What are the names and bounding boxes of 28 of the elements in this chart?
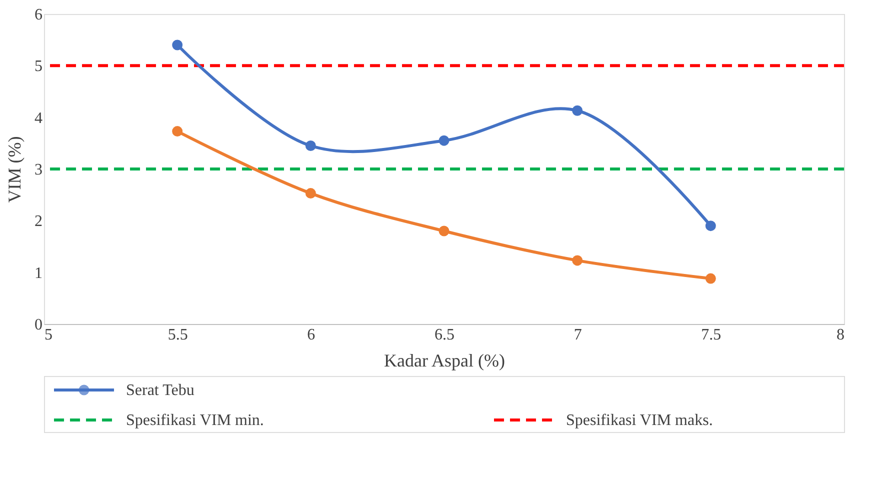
x-tick-label: 8	[836, 326, 844, 344]
point	[705, 273, 716, 284]
point	[305, 140, 316, 151]
y-tick-label: 4	[34, 110, 42, 127]
x-axis-title: Kadar Aspal (%)	[384, 350, 505, 370]
y-tick-label: 2	[34, 213, 42, 230]
legend-label: Spesifikasi VIM maks.	[566, 412, 713, 429]
point	[705, 220, 716, 232]
point	[172, 40, 183, 50]
legend-label: Serat Tebu	[126, 382, 194, 399]
x-tick-label: 5.5	[168, 326, 188, 344]
x-tick-label: 6.5	[434, 326, 454, 344]
point	[438, 226, 450, 236]
y-tick-label: 5	[34, 58, 42, 76]
legend-label: Spesifikasi VIM min.	[126, 412, 264, 429]
x-tick-label: 7.5	[701, 326, 722, 344]
point	[572, 105, 583, 116]
point	[438, 135, 450, 146]
point	[305, 188, 316, 199]
y-tick-label: 6	[34, 6, 42, 24]
x-tick-label: 7	[574, 326, 582, 344]
y-tick-label: 3	[34, 162, 42, 178]
y-tick-label: 1	[34, 264, 42, 282]
y-axis-title: VIM (%)	[4, 136, 24, 203]
point	[572, 255, 583, 266]
x-tick-label: 6	[307, 326, 316, 344]
y-tick-label: 0	[34, 316, 42, 334]
point	[172, 126, 183, 137]
